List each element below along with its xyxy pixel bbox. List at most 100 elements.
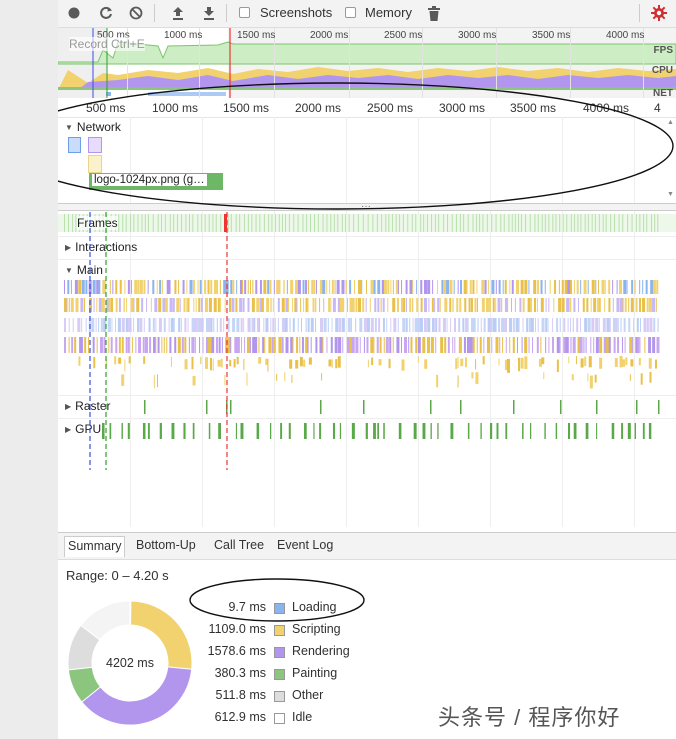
main-task (208, 337, 212, 353)
frame-tick (451, 214, 453, 232)
main-task (285, 337, 289, 353)
legend-value: 511.8 ms (215, 688, 267, 702)
main-task (234, 337, 238, 353)
network-request-bar[interactable] (68, 137, 81, 153)
frame-tick (388, 214, 390, 232)
main-task (345, 280, 347, 294)
main-task (446, 318, 448, 332)
frame-tick (141, 214, 143, 232)
frame-tick (426, 214, 428, 232)
main-task (417, 356, 419, 363)
main-task (434, 298, 436, 312)
main-task (549, 280, 551, 294)
gpu-track-header[interactable]: ▶ GPU (65, 422, 102, 436)
gpu-event (567, 423, 571, 439)
main-task (468, 298, 471, 312)
main-track: ▼ Main (58, 259, 676, 395)
main-task (388, 358, 391, 369)
raster-track-header[interactable]: ▶ Raster (65, 399, 111, 413)
main-task (604, 298, 606, 312)
main-task (176, 298, 180, 312)
gpu-event (218, 423, 221, 439)
time-ruler: 500 ms 1000 ms 1500 ms 2000 ms 2500 ms 3… (58, 99, 676, 118)
frame-tick (64, 214, 65, 232)
main-task (75, 298, 79, 312)
network-splitter[interactable]: ··· (58, 202, 676, 212)
frame-tick (594, 214, 596, 232)
network-track-header[interactable]: ▼ Network (65, 120, 121, 134)
main-task (416, 280, 418, 294)
network-request-bar[interactable] (88, 137, 102, 153)
main-task (632, 337, 634, 353)
network-request-bar[interactable] (88, 155, 102, 173)
main-task (121, 374, 125, 386)
main-flame-chart[interactable] (58, 280, 676, 392)
record-button[interactable] (64, 4, 84, 22)
main-task (311, 280, 314, 294)
frame-tick (208, 214, 210, 232)
main-task (323, 298, 325, 312)
annotation-ellipse (189, 578, 365, 622)
main-task (387, 298, 389, 312)
main-task (115, 280, 118, 294)
main-task (608, 337, 611, 353)
frame-tick (330, 214, 332, 232)
tab-call-tree[interactable]: Call Tree (214, 538, 265, 552)
main-task (127, 337, 130, 353)
gpu-events[interactable] (58, 421, 676, 441)
main-task (265, 318, 269, 332)
save-profile-button[interactable] (199, 4, 219, 22)
frame-tick (133, 214, 135, 232)
raster-event (230, 400, 232, 414)
gpu-track: ▶ GPU (58, 418, 676, 443)
tab-event-log[interactable]: Event Log (277, 538, 334, 552)
screenshots-checkbox[interactable] (239, 7, 250, 18)
frame-tick (463, 214, 465, 232)
tab-bottom-up[interactable]: Bottom-Up (136, 538, 196, 552)
main-task (202, 318, 204, 332)
main-task (423, 318, 427, 332)
reload-button[interactable] (96, 4, 116, 22)
main-task (359, 318, 363, 332)
main-task (644, 337, 646, 353)
tab-summary[interactable]: Summary (64, 536, 126, 557)
capture-settings-button[interactable] (649, 4, 669, 22)
main-task (476, 280, 478, 294)
main-task (486, 337, 490, 353)
legend-value: 612.9 ms (214, 710, 266, 724)
main-task (509, 280, 511, 294)
main-task (624, 298, 627, 312)
clear-button[interactable] (126, 4, 146, 22)
main-task (138, 337, 142, 353)
gpu-event (573, 423, 577, 439)
main-task (158, 298, 162, 312)
frames-track-label[interactable]: Frames (77, 216, 118, 230)
raster-event (460, 400, 462, 414)
collect-garbage-button[interactable] (424, 4, 444, 22)
main-task (91, 318, 95, 332)
main-task (67, 280, 70, 294)
main-task (321, 373, 323, 381)
main-task (412, 280, 414, 294)
main-task (567, 280, 571, 294)
legend-swatch (274, 713, 285, 724)
main-task (350, 318, 352, 332)
main-task (139, 280, 143, 294)
gpu-event (413, 423, 417, 439)
main-task (460, 337, 462, 353)
main-task (64, 337, 66, 353)
frame-tick (333, 214, 335, 232)
frame-tick (372, 214, 374, 232)
gpu-event (467, 423, 470, 439)
memory-checkbox[interactable] (345, 7, 356, 18)
network-request-bar[interactable]: logo-1024px.png (g… (89, 173, 223, 190)
network-scrollbar[interactable]: ▲ ▼ (666, 117, 674, 203)
main-task (162, 298, 166, 312)
main-task (301, 337, 304, 353)
frame-tick (297, 214, 299, 232)
load-profile-button[interactable] (168, 4, 188, 22)
main-task (152, 318, 155, 332)
main-task (577, 337, 581, 353)
ruler-tick-label: 3500 ms (510, 101, 557, 115)
main-task (587, 373, 589, 382)
